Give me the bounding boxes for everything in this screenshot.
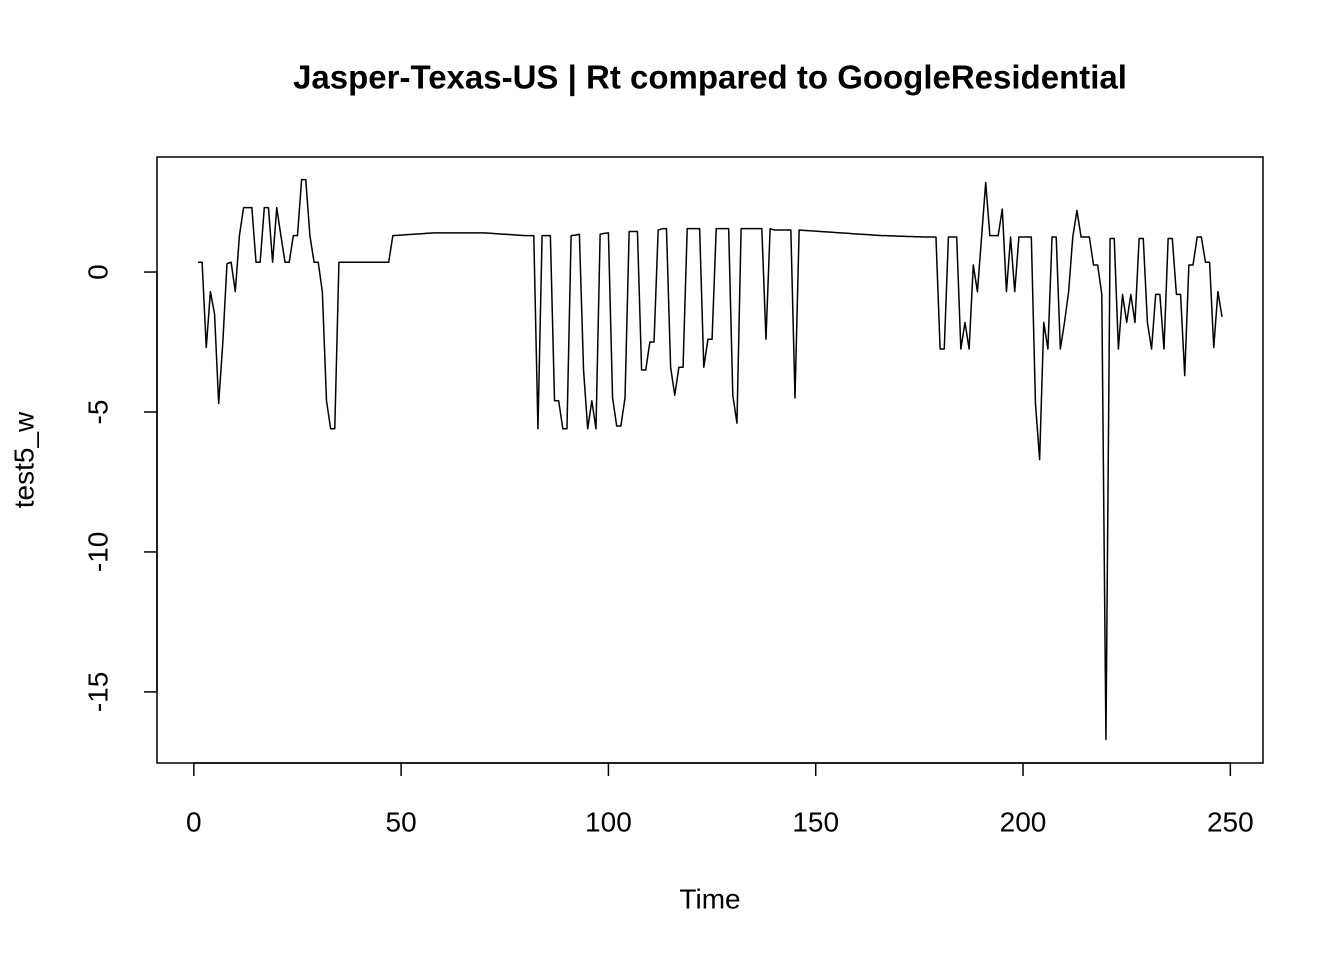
data-line xyxy=(197,178,1223,741)
y-tick-label: -15 xyxy=(82,672,113,712)
x-tick-label: 250 xyxy=(1207,806,1254,837)
x-tick-label: 100 xyxy=(585,806,632,837)
y-axis-label: test5_w xyxy=(8,411,39,508)
x-tick-label: 0 xyxy=(186,806,202,837)
x-axis-label: Time xyxy=(679,883,740,914)
x-tick-label: 200 xyxy=(1000,806,1047,837)
y-tick-label: 0 xyxy=(82,264,113,280)
plot-box xyxy=(156,156,1264,764)
y-tick-label: -10 xyxy=(82,532,113,572)
x-tick-label: 150 xyxy=(792,806,839,837)
chart-title: Jasper-Texas-US | Rt compared to GoogleR… xyxy=(293,59,1127,96)
y-tick-label: -5 xyxy=(82,400,113,425)
x-tick-label: 50 xyxy=(386,806,417,837)
